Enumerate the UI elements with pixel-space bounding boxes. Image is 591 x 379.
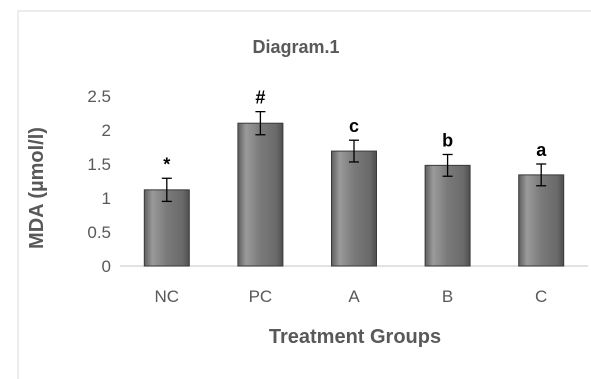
y-tick-label: 0 <box>102 257 111 276</box>
bar-nc <box>143 189 190 267</box>
x-axis-label: Treatment Groups <box>269 326 441 348</box>
y-tick-label: 1.5 <box>87 155 111 174</box>
bar-a <box>331 150 377 267</box>
y-tick-labels: 0 0.5 1 1.5 2 2.5 <box>87 87 111 276</box>
x-tick-labels: NC PC A B C <box>155 287 548 306</box>
bar-b <box>424 164 471 267</box>
x-tick-label-pc: PC <box>249 287 273 306</box>
y-tick-label: 0.5 <box>87 223 111 242</box>
bar-c <box>518 174 565 267</box>
annotation-c: a <box>536 140 547 160</box>
y-tick-label: 1 <box>102 189 111 208</box>
annotation-pc: # <box>255 88 265 108</box>
x-tick-label-nc: NC <box>155 287 180 306</box>
annotation-a: c <box>349 116 359 136</box>
error-bar-c <box>536 163 547 187</box>
y-tick-label: 2.5 <box>87 87 111 106</box>
error-bar-b <box>442 153 453 177</box>
error-bar-a <box>349 139 359 163</box>
y-tick-label: 2 <box>102 121 111 140</box>
annotation-b: b <box>442 130 453 150</box>
x-tick-label-c: C <box>535 287 547 306</box>
chart-title: Diagram.1 <box>252 37 339 57</box>
annotation-nc: * <box>163 154 170 174</box>
x-tick-label-a: A <box>348 287 360 306</box>
error-bar-nc <box>161 177 172 203</box>
y-axis-label: MDA (µmol/l) <box>26 127 48 249</box>
bar-pc <box>237 122 284 267</box>
error-bar-pc <box>255 110 266 136</box>
x-tick-label-b: B <box>442 287 453 306</box>
bars: * # c b a <box>143 88 565 267</box>
